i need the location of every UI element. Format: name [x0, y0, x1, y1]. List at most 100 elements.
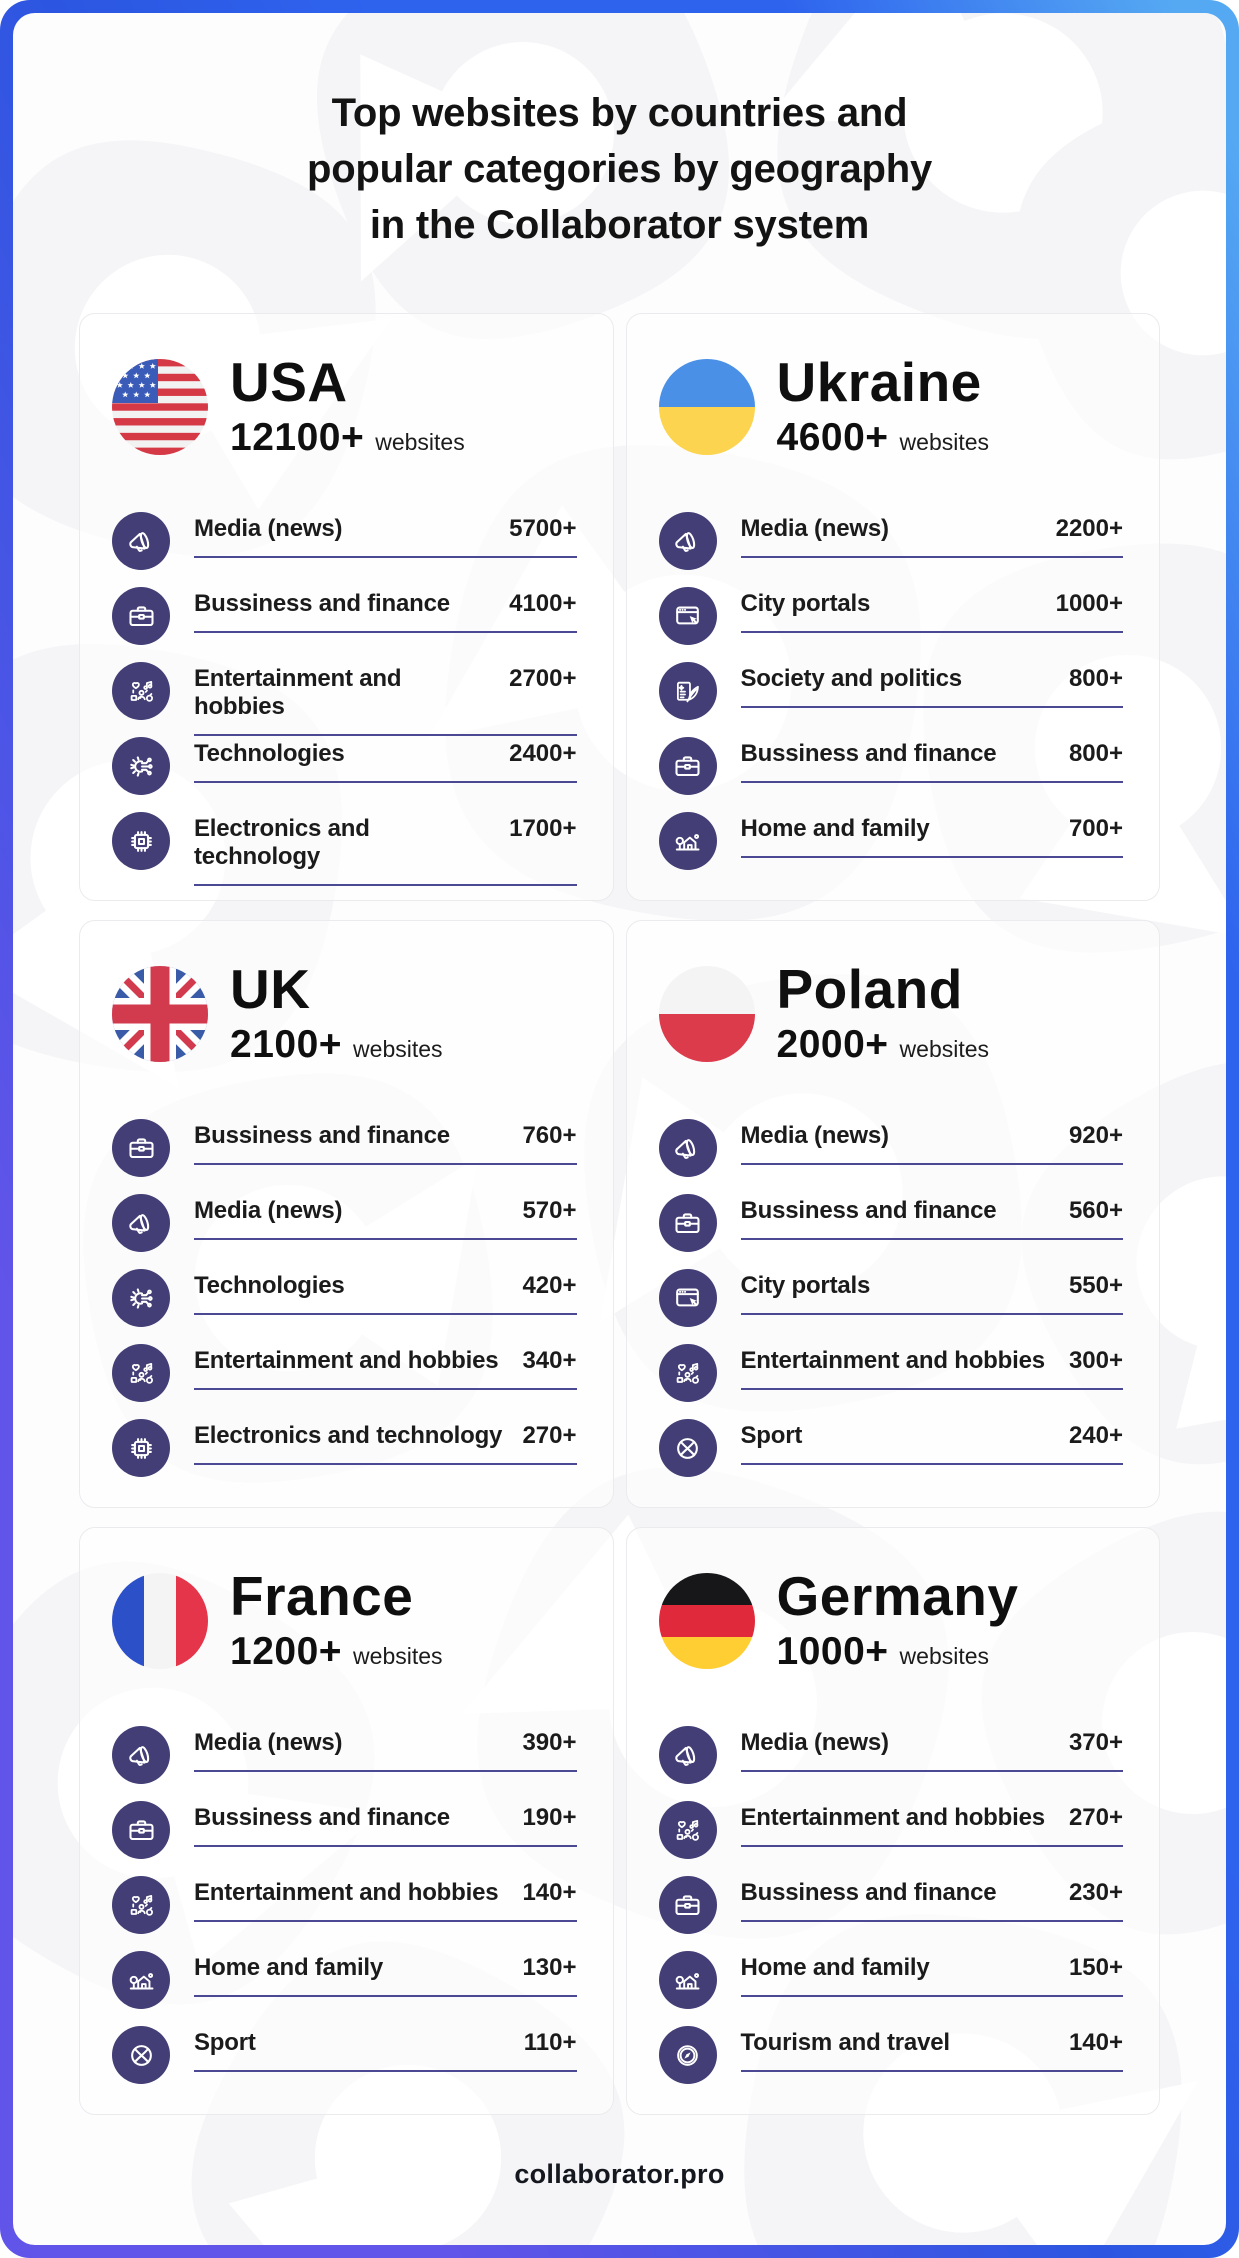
- briefcase-icon: [658, 737, 717, 796]
- website-count: 1000+: [776, 1630, 889, 1674]
- websites-label: websites: [899, 429, 990, 456]
- category-value: 150+: [1068, 1954, 1123, 1982]
- websites-label: websites: [899, 1036, 990, 1063]
- category-label: Entertainment and hobbies: [194, 1879, 499, 1907]
- compass-icon: [658, 2026, 717, 2085]
- category-row: Electronics and technology 1700+: [112, 812, 577, 887]
- category-label: Technologies: [194, 740, 345, 768]
- category-label: City portals: [740, 1272, 871, 1300]
- chip-icon: [112, 1419, 170, 1478]
- category-label: Entertainment and hobbies: [740, 1804, 1046, 1832]
- category-label: Bussiness and finance: [194, 1122, 450, 1150]
- category-row: Entertainment and hobbies 270+: [658, 1801, 1123, 1860]
- house-tree-icon: [658, 812, 717, 871]
- category-row: Home and family 700+: [658, 812, 1123, 871]
- country-name: USA: [230, 351, 348, 413]
- megaphone-icon: [112, 1194, 170, 1253]
- country-card-france: France 1200+ websites Media (news) 390+: [79, 1527, 614, 2116]
- category-label: Media (news): [194, 1729, 343, 1757]
- document-quill-icon: [658, 662, 717, 721]
- category-row: Media (news) 370+: [658, 1726, 1123, 1785]
- category-value: 130+: [522, 1954, 577, 1982]
- category-row: Entertainment and hobbies 340+: [112, 1344, 577, 1403]
- website-count: 2100+: [230, 1023, 343, 1067]
- title-line: Top websites by countries and: [331, 91, 908, 135]
- category-value: 800+: [1068, 740, 1123, 768]
- category-value: 270+: [522, 1422, 577, 1450]
- gear-circuit-icon: [112, 1269, 170, 1328]
- country-card-usa: USA 12100+ websites Media (news) 5700+: [79, 313, 614, 902]
- country-name: Poland: [776, 958, 963, 1021]
- websites-label: websites: [899, 1643, 990, 1670]
- category-row: Home and family 130+: [112, 1951, 577, 2010]
- category-value: 300+: [1068, 1347, 1123, 1375]
- category-label: Bussiness and finance: [740, 1879, 997, 1907]
- category-row: Entertainment and hobbies 300+: [658, 1344, 1123, 1403]
- category-value: 760+: [522, 1122, 577, 1150]
- category-row: Media (news) 920+: [658, 1119, 1123, 1178]
- websites-label: websites: [375, 429, 465, 456]
- websites-label: websites: [353, 1643, 443, 1670]
- basketball-icon: [658, 1419, 717, 1478]
- category-value: 240+: [1068, 1422, 1123, 1450]
- megaphone-icon: [658, 1726, 717, 1785]
- category-list: Media (news) 5700+ Bussiness and finance 4…: [112, 512, 577, 887]
- category-value: 550+: [1068, 1272, 1123, 1300]
- category-label: Electronics and technology: [194, 1422, 503, 1450]
- country-name: Germany: [776, 1565, 1019, 1628]
- category-label: Media (news): [740, 1122, 889, 1150]
- entertainment-icon: [112, 1876, 170, 1935]
- category-label: Home and family: [740, 1954, 930, 1982]
- category-row: Electronics and technology 270+: [112, 1419, 577, 1478]
- category-row: Media (news) 2200+: [658, 512, 1123, 571]
- website-count: 4600+: [776, 416, 889, 460]
- category-row: Technologies 2400+: [112, 737, 577, 796]
- megaphone-icon: [112, 512, 170, 571]
- briefcase-icon: [658, 1876, 717, 1935]
- ukraine-flag-icon: [659, 359, 755, 455]
- footer-link[interactable]: collaborator.pro: [514, 2159, 725, 2190]
- category-row: Entertainment and hobbies 140+: [112, 1876, 577, 1935]
- category-value: 5700+: [509, 515, 577, 543]
- websites-label: websites: [353, 1036, 443, 1063]
- category-row: Home and family 150+: [658, 1951, 1123, 2010]
- category-value: 2400+: [509, 740, 577, 768]
- house-tree-icon: [112, 1951, 170, 2010]
- megaphone-icon: [112, 1726, 170, 1785]
- category-label: Sport: [194, 2029, 256, 2057]
- category-value: 420+: [522, 1272, 577, 1300]
- category-label: Electronics and technology: [194, 815, 370, 871]
- house-tree-icon: [658, 1951, 717, 2010]
- category-label: Sport: [740, 1422, 803, 1450]
- category-row: Bussiness and finance 190+: [112, 1801, 577, 1860]
- category-label: Bussiness and finance: [740, 740, 997, 768]
- megaphone-icon: [658, 512, 717, 571]
- category-value: 2200+: [1055, 515, 1123, 543]
- category-value: 1000+: [1055, 590, 1123, 618]
- category-row: Sport 240+: [658, 1419, 1123, 1478]
- category-label: Media (news): [740, 1729, 889, 1757]
- category-value: 700+: [1068, 815, 1123, 843]
- briefcase-icon: [112, 587, 170, 646]
- category-value: 340+: [522, 1347, 577, 1375]
- category-row: City portals 550+: [658, 1269, 1123, 1328]
- category-value: 270+: [1068, 1804, 1123, 1832]
- category-row: Bussiness and finance 800+: [658, 737, 1123, 796]
- category-label: Media (news): [194, 515, 343, 543]
- category-row: Bussiness and finance 760+: [112, 1119, 577, 1178]
- entertainment-icon: [658, 1801, 717, 1860]
- entertainment-icon: [112, 662, 170, 721]
- browser-cursor-icon: [658, 587, 717, 646]
- category-row: Media (news) 390+: [112, 1726, 577, 1785]
- website-count: 1200+: [230, 1630, 343, 1674]
- briefcase-icon: [112, 1801, 170, 1860]
- entertainment-icon: [112, 1344, 170, 1403]
- category-row: Sport 110+: [112, 2026, 577, 2085]
- category-value: 110+: [523, 2029, 577, 2057]
- country-name: Ukraine: [776, 351, 982, 413]
- cards-grid: USA 12100+ websites Media (news) 5700+: [79, 313, 1160, 2116]
- country-card-germany: Germany 1000+ websites Media (news) 370+: [625, 1527, 1160, 2116]
- category-value: 800+: [1068, 665, 1123, 693]
- category-list: Media (news) 920+ Bussiness and finance 56…: [658, 1119, 1123, 1478]
- category-label: Tourism and travel: [740, 2029, 951, 2057]
